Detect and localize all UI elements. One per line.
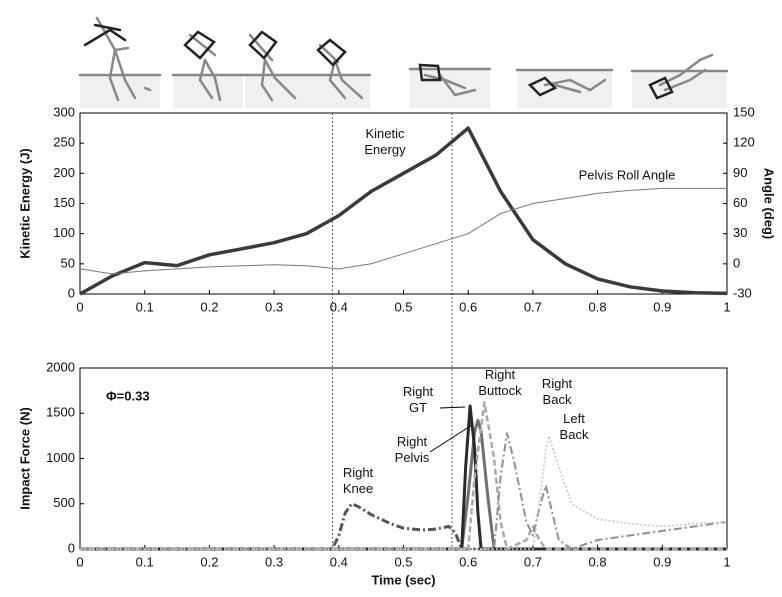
y-tick-label: 2000 (46, 359, 75, 374)
series-label: Right Knee (343, 465, 374, 496)
pointer (429, 424, 473, 453)
x-tick-label: 0.2 (200, 554, 218, 569)
x-tick-label: 0.1 (136, 299, 154, 314)
y2-tick-label: 30 (733, 225, 747, 240)
x-tick-label: 0.1 (136, 554, 154, 569)
series-label: Pelvis Roll Angle (579, 167, 676, 182)
y2-tick-label: 60 (733, 195, 747, 210)
x-tick-label: 0.5 (394, 554, 412, 569)
x-tick-label: 0.5 (394, 299, 412, 314)
x-tick-label: 0.6 (459, 554, 477, 569)
x-tick-label: 0.7 (524, 299, 542, 314)
y2-tick-label: 90 (733, 165, 747, 180)
series-label: Right Pelvis (395, 434, 430, 465)
y-tick-label: 0 (68, 540, 75, 555)
y2-tick-label: 150 (733, 104, 755, 119)
y-tick-label: 0 (68, 285, 75, 300)
series-label: Left Back (560, 411, 589, 442)
x-tick-label: 1 (723, 299, 730, 314)
y-tick-label: 500 (53, 495, 75, 510)
y-tick-label: 200 (53, 165, 75, 180)
x-tick-label: 0.4 (330, 554, 348, 569)
y-tick-label: 100 (53, 225, 75, 240)
x-tick-label: 0 (76, 554, 83, 569)
x-tick-label: 1 (723, 554, 730, 569)
series-label: Right Back (542, 376, 573, 407)
x-tick-label: 0.8 (589, 554, 607, 569)
x-tick-label: 0.3 (265, 299, 283, 314)
x-tick-label: 0.9 (653, 554, 671, 569)
series-line (79, 126, 728, 296)
series-line (80, 432, 728, 550)
series-line (80, 502, 727, 551)
x-axis-label: Time (sec) (371, 572, 435, 587)
x-tick-label: 0.3 (265, 554, 283, 569)
annotation: Φ=0.33 (106, 388, 150, 403)
series-line (80, 404, 727, 551)
y-tick-label: 1500 (46, 405, 75, 420)
y2-tick-label: -30 (733, 285, 752, 300)
y-axis-label: Impact Force (N) (17, 407, 32, 510)
x-tick-label: 0 (76, 299, 83, 314)
y-tick-label: 300 (53, 104, 75, 119)
x-tick-label: 0.6 (459, 299, 477, 314)
x-tick-label: 0.8 (589, 299, 607, 314)
series-label: Right GT (403, 384, 434, 415)
series-label: Right Buttock (478, 367, 522, 398)
y2-tick-label: 120 (733, 135, 755, 150)
y-tick-label: 250 (53, 135, 75, 150)
x-tick-label: 0.4 (330, 299, 348, 314)
x-tick-label: 0.7 (524, 554, 542, 569)
y-tick-label: 50 (61, 255, 75, 270)
y-tick-label: 1000 (46, 450, 75, 465)
stick-figures (78, 16, 729, 108)
x-tick-label: 0.2 (200, 299, 218, 314)
y-tick-label: 150 (53, 195, 75, 210)
series-label: Kinetic Energy (364, 126, 406, 157)
y2-tick-label: 0 (733, 255, 740, 270)
y-axis-label: Kinetic Energy (J) (17, 148, 32, 259)
pointer (439, 406, 466, 409)
series-line (79, 187, 727, 275)
x-tick-label: 0.9 (653, 299, 671, 314)
series-line (80, 401, 727, 551)
y2-axis-label: Angle (deg) (762, 168, 777, 240)
